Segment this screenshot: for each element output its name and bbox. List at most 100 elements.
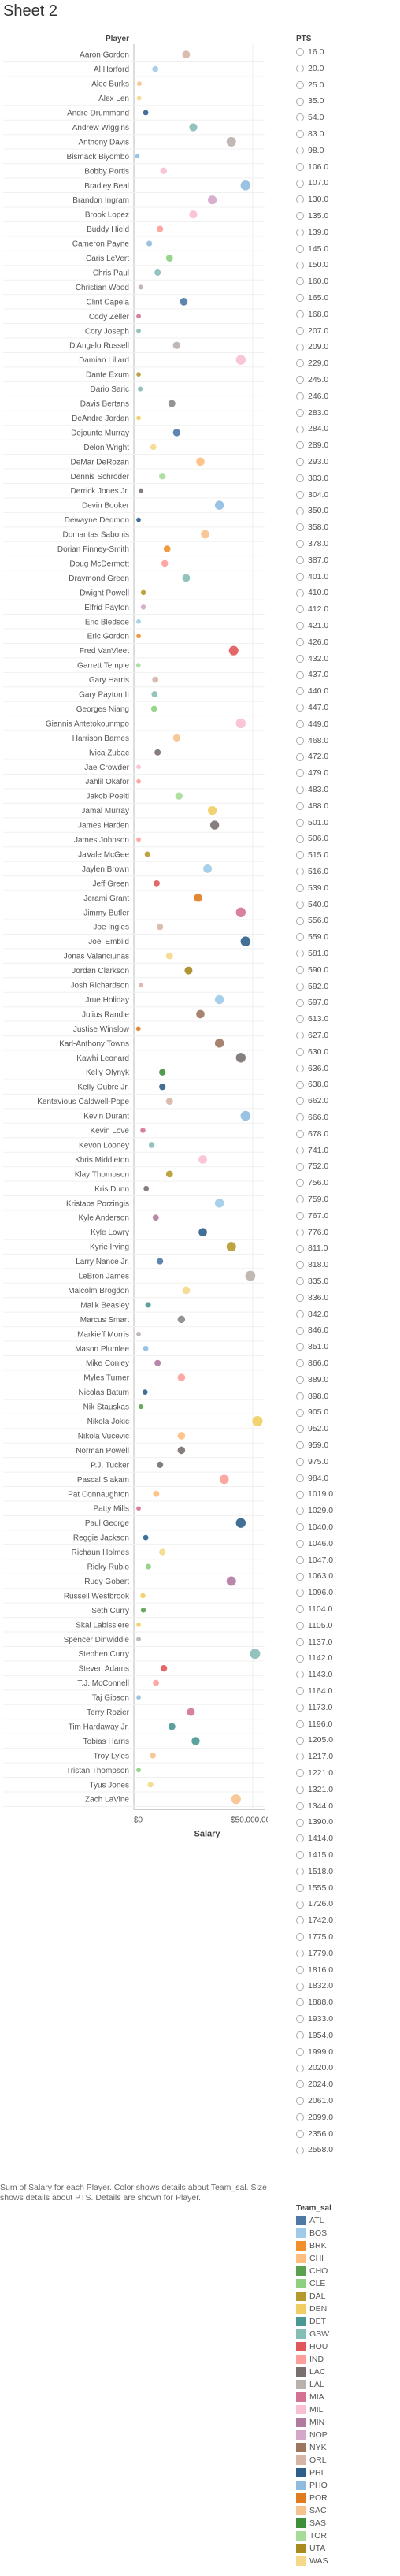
team-legend-item[interactable]: CHO [296, 2266, 391, 2279]
pts-legend-item[interactable]: 1047.0 [296, 1556, 391, 1568]
pts-legend-item[interactable]: 2020.0 [296, 2063, 391, 2076]
pts-legend-item[interactable]: 472.0 [296, 752, 391, 764]
pts-legend-item[interactable]: 401.0 [296, 572, 391, 585]
team-legend-item[interactable]: HOU [296, 2342, 391, 2355]
pts-legend-item[interactable]: 539.0 [296, 883, 391, 896]
pts-legend-item[interactable]: 1142.0 [296, 1653, 391, 1666]
pts-legend-item[interactable]: 410.0 [296, 588, 391, 600]
pts-legend-item[interactable]: 437.0 [296, 670, 391, 682]
pts-legend-item[interactable]: 898.0 [296, 1392, 391, 1404]
pts-legend-item[interactable]: 106.0 [296, 162, 391, 175]
pts-legend-item[interactable]: 289.0 [296, 440, 391, 453]
pts-legend-item[interactable]: 468.0 [296, 736, 391, 749]
team-legend-item[interactable]: CLE [296, 2279, 391, 2292]
pts-legend-item[interactable]: 1196.0 [296, 1719, 391, 1732]
pts-legend-item[interactable]: 1046.0 [296, 1539, 391, 1552]
pts-legend-item[interactable]: 54.0 [296, 113, 391, 125]
pts-legend-item[interactable]: 20.0 [296, 64, 391, 76]
pts-legend-item[interactable]: 756.0 [296, 1178, 391, 1191]
pts-legend-item[interactable]: 759.0 [296, 1195, 391, 1207]
pts-legend-item[interactable]: 2024.0 [296, 2080, 391, 2092]
pts-legend-item[interactable]: 2558.0 [296, 2145, 391, 2158]
team-legend-item[interactable]: MIA [296, 2392, 391, 2405]
team-legend-item[interactable]: LAC [296, 2367, 391, 2380]
team-legend-item[interactable]: PHI [296, 2468, 391, 2481]
pts-legend-item[interactable]: 1063.0 [296, 1571, 391, 1584]
pts-legend-item[interactable]: 1221.0 [296, 1768, 391, 1781]
pts-legend-item[interactable]: 25.0 [296, 80, 391, 93]
team-legend-item[interactable]: WAS [296, 2556, 391, 2569]
pts-legend-item[interactable]: 16.0 [296, 47, 391, 60]
pts-legend-item[interactable]: 905.0 [296, 1407, 391, 1420]
pts-legend-item[interactable]: 107.0 [296, 178, 391, 191]
pts-legend-item[interactable]: 1096.0 [296, 1588, 391, 1600]
pts-legend-item[interactable]: 83.0 [296, 129, 391, 142]
pts-legend-item[interactable]: 283.0 [296, 408, 391, 421]
team-legend-item[interactable]: PHO [296, 2481, 391, 2493]
pts-legend-item[interactable]: 889.0 [296, 1375, 391, 1388]
pts-legend-item[interactable]: 1816.0 [296, 1965, 391, 1978]
pts-legend-item[interactable]: 229.0 [296, 359, 391, 371]
pts-legend-item[interactable]: 506.0 [296, 834, 391, 846]
team-legend-item[interactable]: NOP [296, 2430, 391, 2443]
pts-legend-item[interactable]: 866.0 [296, 1359, 391, 1371]
pts-legend-item[interactable]: 1105.0 [296, 1621, 391, 1634]
team-legend-item[interactable]: ATL [296, 2216, 391, 2228]
team-legend-item[interactable]: GSW [296, 2329, 391, 2342]
pts-legend-item[interactable]: 846.0 [296, 1325, 391, 1338]
team-legend-item[interactable]: NYK [296, 2443, 391, 2455]
pts-legend-item[interactable]: 975.0 [296, 1457, 391, 1470]
team-legend-item[interactable]: BRK [296, 2241, 391, 2254]
pts-legend-item[interactable]: 516.0 [296, 867, 391, 879]
pts-legend-item[interactable]: 284.0 [296, 424, 391, 437]
pts-legend-item[interactable]: 440.0 [296, 686, 391, 699]
team-legend-item[interactable]: POR [296, 2493, 391, 2506]
pts-legend-item[interactable]: 540.0 [296, 900, 391, 913]
pts-legend-item[interactable]: 145.0 [296, 244, 391, 257]
pts-legend-item[interactable]: 1518.0 [296, 1867, 391, 1879]
team-legend-item[interactable]: BOS [296, 2228, 391, 2241]
pts-legend-item[interactable]: 2061.0 [296, 2096, 391, 2109]
team-legend-item[interactable]: MIN [296, 2418, 391, 2430]
pts-legend-item[interactable]: 592.0 [296, 982, 391, 994]
pts-legend-item[interactable]: 1832.0 [296, 1981, 391, 1994]
pts-legend-item[interactable]: 303.0 [296, 474, 391, 486]
pts-legend-item[interactable]: 1414.0 [296, 1834, 391, 1846]
pts-legend-item[interactable]: 1164.0 [296, 1686, 391, 1699]
pts-legend-item[interactable]: 387.0 [296, 556, 391, 568]
pts-legend-item[interactable]: 811.0 [296, 1243, 391, 1256]
pts-legend-item[interactable]: 35.0 [296, 96, 391, 109]
pts-legend-item[interactable]: 984.0 [296, 1474, 391, 1486]
pts-legend-item[interactable]: 818.0 [296, 1260, 391, 1273]
pts-legend-item[interactable]: 2356.0 [296, 2129, 391, 2142]
pts-legend-item[interactable]: 412.0 [296, 604, 391, 617]
pts-legend-item[interactable]: 556.0 [296, 916, 391, 928]
pts-legend-item[interactable]: 246.0 [296, 392, 391, 404]
pts-legend-item[interactable]: 1888.0 [296, 1998, 391, 2010]
pts-legend-item[interactable]: 135.0 [296, 211, 391, 224]
pts-legend-item[interactable]: 638.0 [296, 1080, 391, 1092]
pts-legend-item[interactable]: 358.0 [296, 522, 391, 535]
pts-legend-item[interactable]: 426.0 [296, 637, 391, 650]
pts-legend-item[interactable]: 952.0 [296, 1424, 391, 1437]
pts-legend-item[interactable]: 678.0 [296, 1129, 391, 1142]
pts-legend-item[interactable]: 488.0 [296, 801, 391, 814]
pts-legend-item[interactable]: 501.0 [296, 818, 391, 831]
pts-legend-item[interactable]: 752.0 [296, 1162, 391, 1174]
pts-legend-item[interactable]: 207.0 [296, 326, 391, 339]
pts-legend-item[interactable]: 613.0 [296, 1014, 391, 1027]
pts-legend-item[interactable]: 627.0 [296, 1031, 391, 1043]
pts-legend-item[interactable]: 1933.0 [296, 2014, 391, 2027]
team-legend-item[interactable]: DET [296, 2317, 391, 2329]
team-legend-item[interactable]: CHI [296, 2254, 391, 2266]
pts-legend-item[interactable]: 559.0 [296, 932, 391, 945]
pts-legend-item[interactable]: 1321.0 [296, 1785, 391, 1797]
pts-legend-item[interactable]: 483.0 [296, 785, 391, 797]
pts-legend-item[interactable]: 209.0 [296, 342, 391, 355]
pts-legend-item[interactable]: 1742.0 [296, 1916, 391, 1928]
team-legend-item[interactable]: DAL [296, 2292, 391, 2304]
pts-legend-item[interactable]: 378.0 [296, 539, 391, 552]
pts-legend-item[interactable]: 581.0 [296, 949, 391, 961]
pts-legend-item[interactable]: 630.0 [296, 1047, 391, 1060]
pts-legend-item[interactable]: 1775.0 [296, 1932, 391, 1945]
